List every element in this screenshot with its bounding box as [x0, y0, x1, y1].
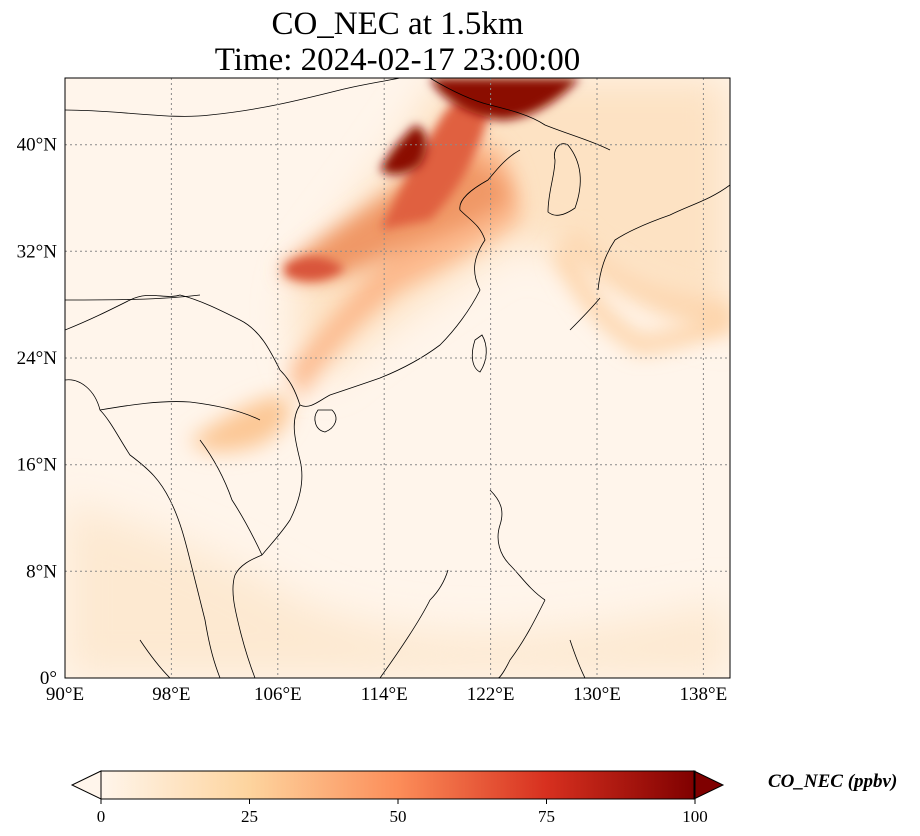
lon-tick-label: 98°E: [152, 684, 190, 705]
colorbar-tick-label: 75: [538, 807, 555, 826]
lat-tick-label: 16°N: [17, 455, 58, 476]
colorbar-tick-label: 50: [390, 807, 407, 826]
lon-tick-label: 122°E: [467, 684, 515, 705]
lon-tick-label: 106°E: [254, 684, 302, 705]
colorbar-tick-label: 25: [241, 807, 258, 826]
lat-tick-label: 40°N: [17, 135, 58, 156]
colorbar: 0 25 50 75 100: [70, 770, 725, 826]
colorbar-extend-min: [70, 770, 102, 800]
colorbar-tick-label: 100: [682, 807, 708, 826]
colorbar-label: CO_NEC (ppbv): [768, 771, 898, 792]
lat-tick-label: 0°: [40, 668, 57, 689]
lon-tick-label: 138°E: [680, 684, 728, 705]
concentration-field: [65, 78, 730, 678]
lon-tick-label: 130°E: [573, 684, 621, 705]
lon-tick-label: 90°E: [46, 684, 84, 705]
colorbar-extend-max: [693, 770, 725, 800]
lat-tick-label: 24°N: [17, 348, 58, 369]
coastlines: [65, 78, 730, 678]
map-frame: [64, 77, 731, 679]
colorbar-gradient: [101, 771, 695, 799]
map-title: CO_NEC at 1.5km: [271, 6, 524, 42]
map-subtitle-time: Time: 2024-02-17 23:00:00: [214, 42, 581, 78]
lat-tick-label: 8°N: [26, 561, 57, 582]
colorbar-tick-label: 0: [97, 807, 106, 826]
lat-tick-label: 32°N: [17, 241, 58, 262]
gridlines: [65, 78, 730, 678]
lon-tick-label: 114°E: [361, 684, 408, 705]
